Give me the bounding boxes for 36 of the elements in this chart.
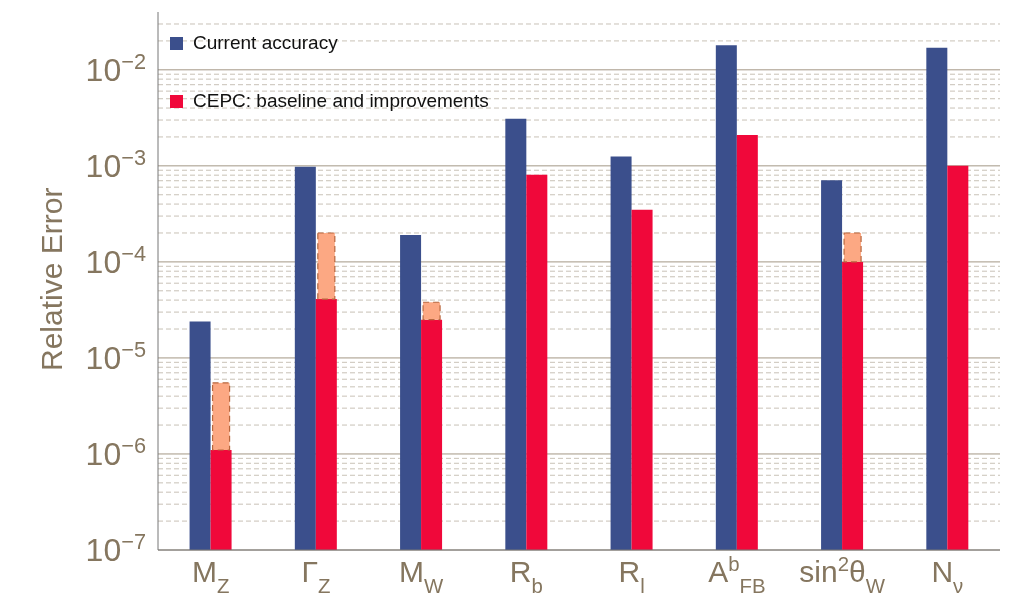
x-tick-label: Γ$_{Z}$ [301, 555, 331, 597]
legend-label: Current accuracy [193, 32, 338, 54]
legend-label: CEPC: baseline and improvements [193, 90, 489, 112]
bar [315, 299, 337, 550]
y-tick-label: 10$^{−3}$ [85, 144, 146, 184]
bar [926, 47, 948, 550]
bar [189, 321, 211, 550]
x-tick-label: M$_{Z}$ [191, 555, 230, 597]
y-tick-label: 10$^{−4}$ [85, 240, 146, 280]
bar [736, 134, 758, 550]
bar [400, 235, 422, 550]
y-axis-title: Relative Error [34, 187, 68, 371]
bar [210, 449, 232, 550]
x-tick-label: sin$^{2}$θ$_{W}$ [799, 553, 886, 597]
bar [631, 209, 653, 550]
bar [421, 319, 443, 550]
y-tick-label: 10$^{−2}$ [85, 48, 146, 88]
x-tick-label: M$_{W}$ [399, 555, 444, 597]
bar [211, 382, 231, 451]
bar [947, 165, 969, 550]
x-tick-label: R$_{l}$ [618, 555, 645, 597]
bar [422, 301, 441, 321]
bar [821, 180, 843, 550]
y-tick-label: 10$^{−6}$ [85, 432, 146, 472]
bar [505, 118, 527, 550]
bar [526, 174, 548, 550]
bar [610, 156, 632, 550]
y-tick-label: 10$^{−5}$ [85, 336, 146, 376]
bar [842, 261, 864, 550]
x-tick-label: N$_{ν}$ [931, 555, 964, 597]
bar [317, 232, 336, 300]
x-tick-label: R$_{b}$ [509, 555, 543, 597]
bar [843, 232, 862, 263]
y-tick-label: 10$^{−7}$ [85, 528, 146, 568]
bar [294, 166, 316, 550]
bar [715, 45, 737, 550]
